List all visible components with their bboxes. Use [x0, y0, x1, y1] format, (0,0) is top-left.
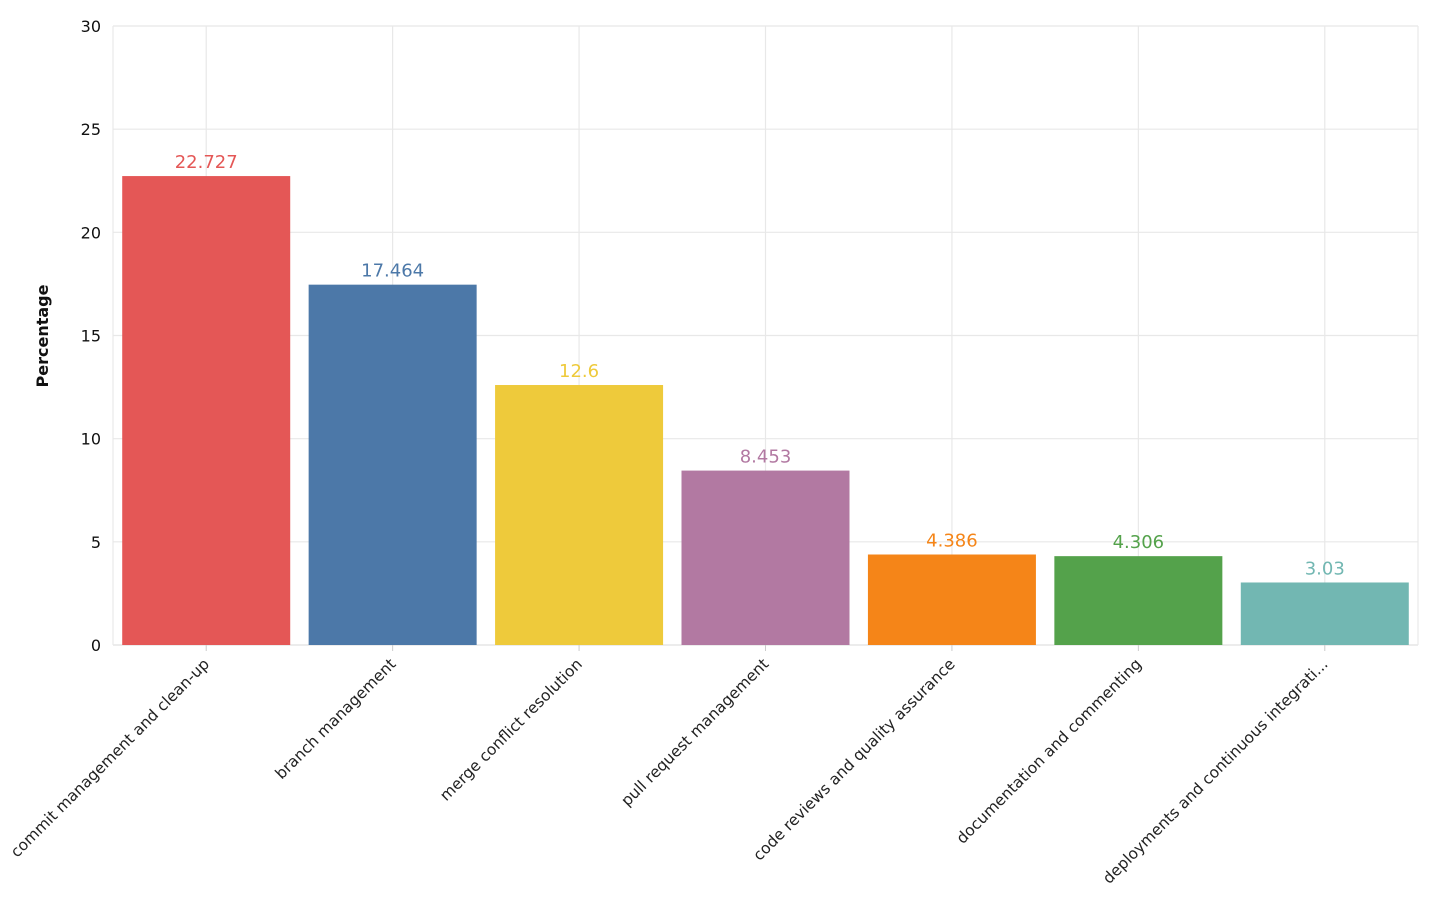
y-tick-label: 5 [91, 533, 101, 552]
x-tick-label: commit management and clean-up [7, 655, 213, 861]
bar[interactable] [495, 385, 664, 645]
x-tick-label: branch management [272, 655, 400, 783]
bar[interactable] [122, 176, 291, 646]
x-axis: commit management and clean-up branch man… [7, 645, 1332, 887]
y-tick-label: 25 [81, 120, 101, 139]
x-tick-label: merge conflict resolution [436, 655, 585, 804]
bar[interactable] [308, 284, 477, 645]
bar[interactable] [1054, 556, 1223, 645]
x-tick-label: pull request management [618, 655, 773, 810]
y-tick-label: 30 [81, 17, 101, 36]
y-axis-title: Percentage [33, 284, 52, 387]
bar-value-label: 4.306 [1113, 532, 1165, 553]
bar-value-label: 3.03 [1305, 558, 1345, 579]
bar-value-label: 12.6 [559, 361, 599, 382]
data-labels: 22.727 17.464 12.6 8.453 4.386 4.306 3.03 [175, 152, 1345, 579]
bar-value-label: 22.727 [175, 152, 238, 173]
x-tick-label: deployments and continuous integrati... [1099, 655, 1331, 887]
bar-value-label: 17.464 [361, 261, 424, 282]
y-tick-label: 10 [81, 430, 101, 449]
y-axis: 0 5 10 15 20 25 30 [81, 17, 101, 655]
bar-value-label: 8.453 [740, 447, 792, 468]
y-tick-label: 0 [91, 636, 101, 655]
bar-value-label: 4.386 [926, 531, 978, 552]
bars [122, 176, 1409, 646]
x-tick-label: code reviews and quality assurance [750, 655, 959, 864]
bar[interactable] [681, 470, 850, 645]
y-tick-label: 20 [81, 223, 101, 242]
bar[interactable] [867, 554, 1036, 645]
x-tick-label: documentation and commenting [953, 655, 1145, 847]
y-tick-label: 15 [81, 327, 101, 346]
bar[interactable] [1240, 582, 1409, 645]
